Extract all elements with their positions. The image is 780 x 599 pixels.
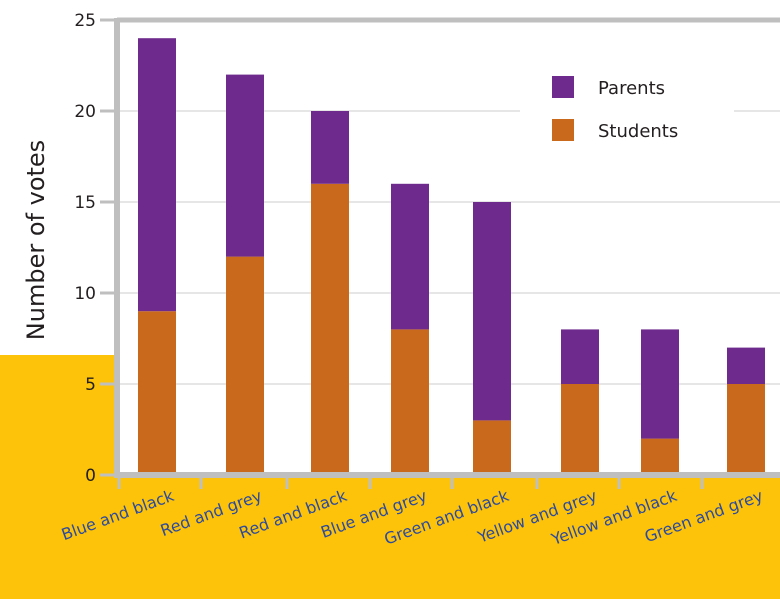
bar-parents-4 xyxy=(391,183,429,330)
bar-students-2 xyxy=(226,256,264,475)
bar-parents-3 xyxy=(311,111,349,184)
legend: Parents Students xyxy=(520,64,734,152)
y-tick-label: 20 xyxy=(74,102,96,122)
bar-students-1 xyxy=(138,311,176,475)
bar-students-3 xyxy=(311,183,349,476)
bar-students-8 xyxy=(727,384,765,475)
y-tick-labels-layer: 0 5 10 15 20 25 xyxy=(74,11,96,486)
legend-label-students: Students xyxy=(598,121,678,142)
y-axis-title: Number of votes xyxy=(22,140,50,340)
legend-swatch-students xyxy=(552,119,574,141)
bar-students-5 xyxy=(473,420,511,475)
y-tick-label: 0 xyxy=(85,466,96,486)
bar-parents-2 xyxy=(226,74,264,257)
bars-layer xyxy=(138,38,765,476)
y-tick-label: 5 xyxy=(85,375,96,395)
axes-layer xyxy=(100,17,780,489)
bar-parents-5 xyxy=(473,202,511,421)
y-tick-label: 25 xyxy=(74,11,96,31)
bar-parents-6 xyxy=(561,329,599,384)
bar-parents-7 xyxy=(641,329,679,439)
y-tick-label: 10 xyxy=(74,284,96,304)
legend-label-parents: Parents xyxy=(598,78,665,99)
bar-students-4 xyxy=(391,329,429,475)
bar-parents-1 xyxy=(138,38,176,312)
bar-students-7 xyxy=(641,438,679,475)
bar-parents-8 xyxy=(727,347,765,384)
y-tick-label: 15 xyxy=(74,193,96,213)
bar-students-6 xyxy=(561,384,599,475)
legend-swatch-parents xyxy=(552,76,574,98)
